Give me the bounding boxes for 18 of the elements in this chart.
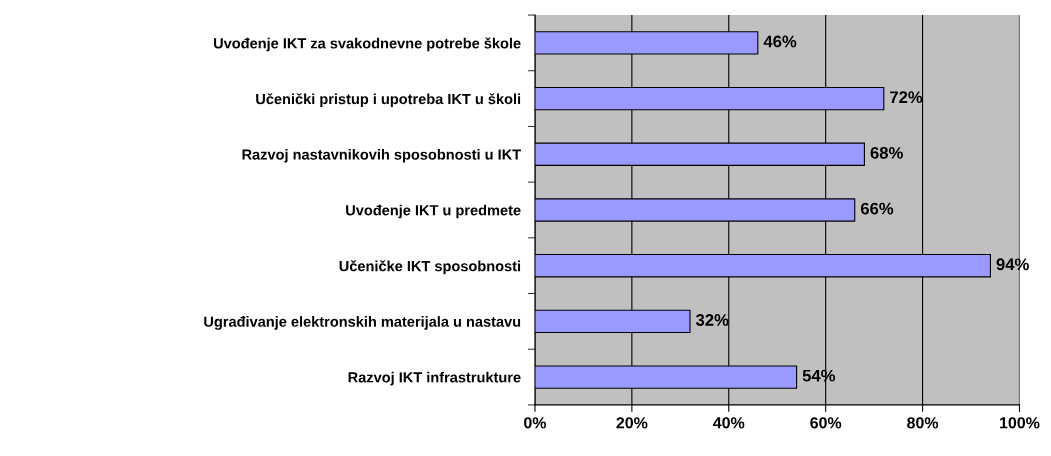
x-tick-label: 80% — [907, 417, 939, 429]
data-label: 66% — [860, 202, 894, 215]
y-tick-label: Razvoj IKT infrastrukture — [348, 371, 521, 386]
data-label: 94% — [996, 258, 1029, 271]
x-tick-label: 60% — [810, 417, 842, 429]
y-tick-label: Učenički pristup i upotreba IKT u školi — [256, 93, 521, 108]
x-tick-label: 100% — [1000, 417, 1040, 429]
data-label: 46% — [763, 35, 797, 48]
y-tick-label: Ugrađivanje elektronskih materijala u nastavu — [204, 316, 521, 330]
x-tick-label: 40% — [713, 417, 745, 429]
y-tick-label: Uvođenje IKT za svakodnevne potrebe škole — [214, 37, 521, 52]
x-tick-label: 20% — [616, 417, 648, 429]
y-tick-label: Učeničke IKT sposobnosti — [339, 260, 521, 275]
data-label: 68% — [870, 146, 903, 159]
y-tick-label: Uvođenje IKT u predmete — [346, 204, 521, 219]
x-tick-label: 0% — [524, 417, 547, 429]
data-label: 72% — [890, 91, 923, 104]
y-tick-label: Razvoj nastavnikovih sposobnosti u IKT — [242, 149, 521, 163]
